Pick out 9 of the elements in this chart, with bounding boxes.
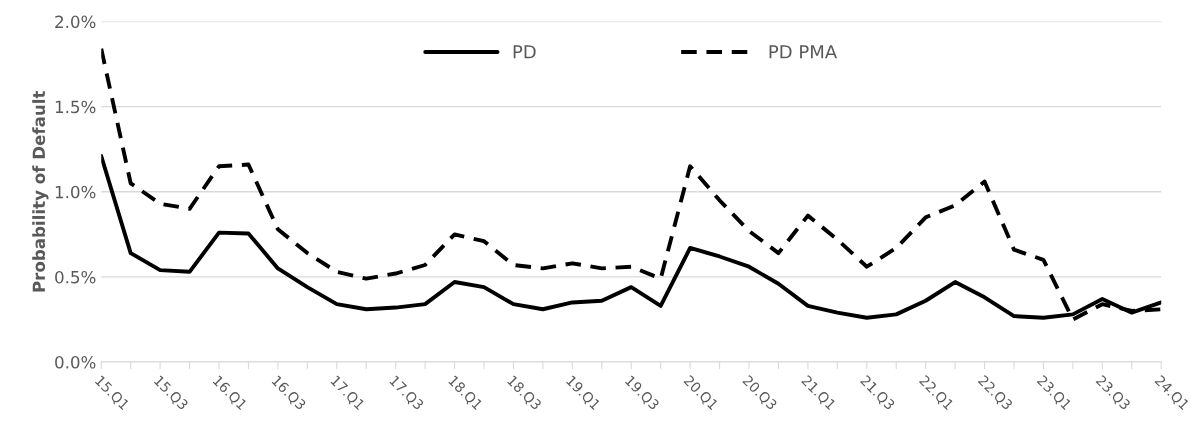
y-tick-label: 1.5%	[55, 100, 96, 114]
y-tick-label: 0.0%	[55, 356, 96, 369]
y-tick-label: 2.0%	[55, 15, 96, 29]
legend-label: PD PMA	[769, 45, 838, 59]
y-tick-label: 1.0%	[55, 185, 96, 199]
line-series	[101, 46, 1162, 322]
y-axis-title: Probability of Default	[32, 90, 49, 292]
y-tick-label: 0.5%	[55, 270, 96, 284]
legend-label: PD	[513, 45, 536, 59]
